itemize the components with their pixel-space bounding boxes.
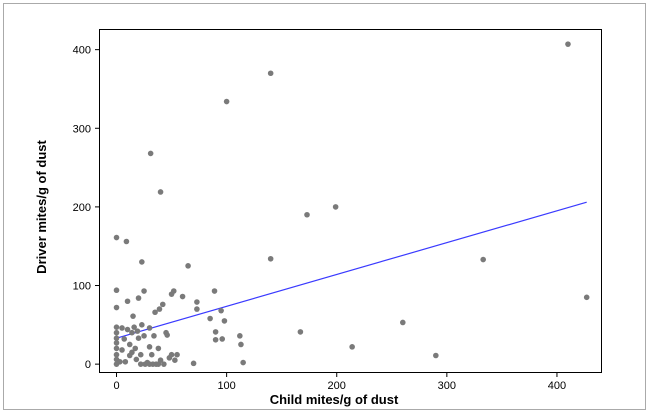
data-point (156, 306, 163, 312)
data-point (190, 360, 197, 367)
data-point (155, 345, 162, 352)
x-axis-label: Child mites/g of dust (270, 392, 399, 407)
data-point (267, 70, 274, 77)
data-points (113, 41, 590, 367)
data-point (122, 358, 129, 365)
data-point (147, 150, 154, 157)
plot-frame (99, 29, 602, 373)
x-tick-label: 200 (328, 380, 346, 392)
data-point (212, 329, 219, 335)
data-point (129, 349, 135, 356)
data-point (141, 288, 147, 294)
data-point (172, 357, 178, 364)
data-point (129, 329, 135, 336)
data-point (151, 333, 157, 339)
y-tick-label: 100 (73, 281, 91, 293)
data-point (219, 336, 226, 342)
data-point (211, 288, 218, 294)
x-tick-label: 300 (438, 380, 456, 392)
data-point (179, 293, 186, 300)
data-point (157, 357, 164, 364)
data-point (117, 358, 123, 365)
data-point (113, 234, 120, 241)
y-tick-label: 0 (85, 359, 91, 371)
data-point (124, 326, 131, 333)
data-point (480, 256, 486, 263)
data-point (267, 255, 274, 262)
data-point (148, 351, 155, 358)
data-point (113, 340, 120, 346)
y-axis-label: Driver mites/g of dust (34, 140, 49, 274)
data-point (113, 287, 120, 294)
data-point (126, 341, 133, 348)
x-axis-ticks: 0 100 200 300 400 (113, 372, 566, 392)
data-point (141, 333, 147, 339)
data-point (170, 288, 177, 294)
data-point (121, 336, 128, 342)
data-point (174, 351, 180, 358)
data-point (223, 98, 230, 105)
data-point (164, 332, 170, 338)
data-point (139, 322, 145, 328)
data-point (218, 307, 224, 314)
data-point (304, 211, 310, 218)
data-point (113, 304, 120, 311)
x-tick-label: 0 (113, 380, 119, 392)
data-point (400, 319, 406, 326)
data-point (237, 333, 243, 339)
data-point (159, 301, 166, 308)
y-tick-label: 300 (73, 123, 91, 135)
data-point (130, 313, 136, 319)
data-point (119, 347, 125, 353)
y-tick-label: 400 (73, 45, 91, 57)
data-point (137, 351, 144, 358)
data-point (132, 345, 139, 352)
data-point (221, 318, 228, 324)
data-point (194, 306, 200, 312)
data-point (113, 329, 120, 336)
x-tick-label: 400 (548, 380, 566, 392)
data-point (146, 325, 153, 331)
data-point (123, 238, 130, 245)
y-axis-ticks: 0 100 200 300 400 (73, 45, 100, 371)
data-point (433, 352, 439, 359)
data-point (113, 351, 120, 358)
data-point (207, 315, 213, 322)
data-point (113, 335, 120, 341)
data-point (157, 189, 164, 195)
data-point (134, 328, 141, 334)
data-point (113, 345, 120, 352)
data-point (583, 294, 590, 301)
data-point (185, 263, 191, 269)
data-point (135, 335, 142, 341)
data-point (161, 361, 167, 367)
data-point (168, 351, 175, 358)
data-point (194, 299, 200, 305)
data-point (146, 344, 153, 350)
data-point (139, 259, 145, 265)
data-point (152, 309, 158, 316)
data-point (297, 329, 304, 335)
x-tick-label: 100 (217, 380, 235, 392)
data-point (135, 295, 142, 301)
data-point (332, 204, 339, 210)
data-point (212, 336, 219, 343)
data-point (240, 359, 246, 366)
data-point (113, 324, 120, 330)
y-tick-label: 200 (73, 202, 91, 214)
data-point (119, 325, 125, 331)
data-point (349, 344, 355, 350)
data-point (131, 324, 137, 330)
data-point (137, 361, 144, 367)
data-point (238, 341, 244, 348)
data-point (133, 356, 140, 363)
data-point (565, 41, 571, 47)
fit-line-layer (116, 201, 587, 339)
regression-line (116, 201, 587, 339)
data-point (124, 298, 131, 305)
